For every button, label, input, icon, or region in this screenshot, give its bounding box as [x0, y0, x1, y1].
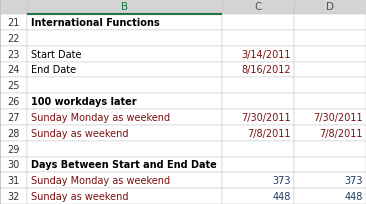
- Bar: [0, 15, 27, 31]
- Bar: [222, 31, 294, 47]
- Bar: [294, 62, 366, 78]
- Text: 28: 28: [7, 128, 20, 138]
- Bar: [27, 47, 222, 62]
- Text: 448: 448: [273, 191, 291, 201]
- Text: 23: 23: [7, 49, 20, 59]
- Text: 29: 29: [7, 144, 20, 154]
- Bar: [222, 62, 294, 78]
- Bar: [222, 141, 294, 157]
- Bar: [222, 188, 294, 204]
- Text: 30: 30: [7, 160, 20, 170]
- Text: 3/14/2011: 3/14/2011: [242, 49, 291, 59]
- Bar: [294, 0, 366, 15]
- Text: End Date: End Date: [31, 65, 76, 75]
- Text: 32: 32: [7, 191, 20, 201]
- Bar: [27, 62, 222, 78]
- Bar: [294, 188, 366, 204]
- Bar: [294, 94, 366, 110]
- Bar: [0, 110, 27, 125]
- Text: 26: 26: [7, 97, 20, 106]
- Bar: [27, 110, 222, 125]
- Bar: [222, 15, 294, 31]
- Bar: [27, 78, 222, 94]
- Bar: [27, 94, 222, 110]
- Bar: [294, 15, 366, 31]
- Bar: [222, 173, 294, 188]
- Bar: [0, 188, 27, 204]
- Bar: [294, 157, 366, 173]
- Bar: [294, 173, 366, 188]
- Bar: [0, 173, 27, 188]
- Bar: [222, 94, 294, 110]
- Bar: [294, 110, 366, 125]
- Text: 373: 373: [344, 175, 363, 185]
- Bar: [294, 47, 366, 62]
- Bar: [0, 94, 27, 110]
- Bar: [0, 31, 27, 47]
- Bar: [0, 125, 27, 141]
- Text: 24: 24: [7, 65, 20, 75]
- Text: 21: 21: [7, 18, 20, 28]
- Text: 8/16/2012: 8/16/2012: [241, 65, 291, 75]
- Text: Sunday Monday as weekend: Sunday Monday as weekend: [31, 175, 170, 185]
- Text: 25: 25: [7, 81, 20, 91]
- Text: 7/30/2011: 7/30/2011: [241, 112, 291, 122]
- Text: C: C: [254, 2, 262, 12]
- Text: Days Between Start and End Date: Days Between Start and End Date: [31, 160, 217, 170]
- Text: 373: 373: [273, 175, 291, 185]
- Text: D: D: [326, 2, 334, 12]
- Text: B: B: [121, 2, 128, 12]
- Bar: [294, 31, 366, 47]
- Bar: [222, 157, 294, 173]
- Bar: [27, 31, 222, 47]
- Bar: [0, 62, 27, 78]
- Bar: [27, 141, 222, 157]
- Bar: [294, 125, 366, 141]
- Text: 7/30/2011: 7/30/2011: [313, 112, 363, 122]
- Text: Sunday as weekend: Sunday as weekend: [31, 128, 128, 138]
- Text: International Functions: International Functions: [31, 18, 160, 28]
- Text: Sunday as weekend: Sunday as weekend: [31, 191, 128, 201]
- Bar: [27, 173, 222, 188]
- Bar: [0, 0, 27, 15]
- Bar: [0, 157, 27, 173]
- Bar: [222, 110, 294, 125]
- Text: 448: 448: [345, 191, 363, 201]
- Bar: [0, 78, 27, 94]
- Text: 22: 22: [7, 34, 20, 43]
- Bar: [27, 15, 222, 31]
- Bar: [27, 125, 222, 141]
- Text: 7/8/2011: 7/8/2011: [247, 128, 291, 138]
- Bar: [222, 0, 294, 15]
- Bar: [27, 0, 222, 15]
- Bar: [222, 78, 294, 94]
- Bar: [294, 141, 366, 157]
- Bar: [27, 188, 222, 204]
- Text: Sunday Monday as weekend: Sunday Monday as weekend: [31, 112, 170, 122]
- Bar: [294, 78, 366, 94]
- Bar: [27, 157, 222, 173]
- Text: 27: 27: [7, 112, 20, 122]
- Text: 31: 31: [7, 175, 20, 185]
- Bar: [0, 141, 27, 157]
- Bar: [222, 47, 294, 62]
- Text: 7/8/2011: 7/8/2011: [320, 128, 363, 138]
- Text: Start Date: Start Date: [31, 49, 82, 59]
- Bar: [222, 125, 294, 141]
- Bar: [0, 47, 27, 62]
- Text: 100 workdays later: 100 workdays later: [31, 97, 137, 106]
